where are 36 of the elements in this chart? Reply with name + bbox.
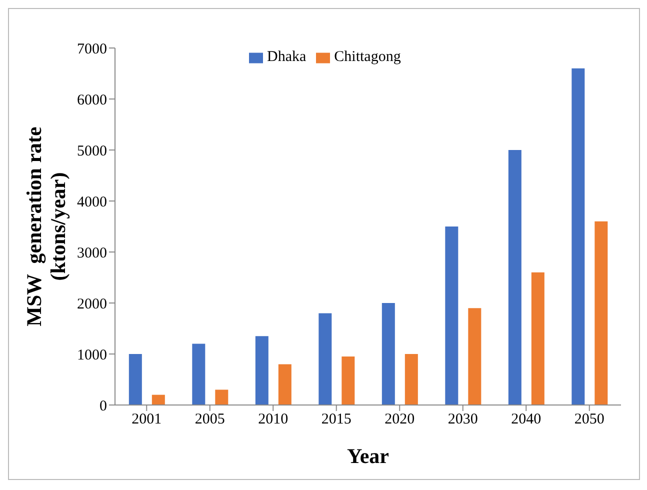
x-tick-label: 2050 (574, 412, 604, 428)
y-axis-title: MSW generation rate (ktons/year) (22, 126, 70, 326)
bar (192, 344, 206, 405)
y-tick-label: 1000 (77, 347, 107, 364)
y-tick-label: 0 (100, 398, 107, 414)
y-tick-label: 6000 (77, 92, 107, 108)
bar (531, 272, 544, 405)
y-tick-label: 5000 (77, 143, 107, 160)
x-tick-label: 2030 (448, 412, 478, 428)
bar (342, 356, 355, 405)
bar (382, 303, 395, 405)
x-tick-label: 2015 (321, 412, 352, 428)
x-tick-label: 2001 (132, 412, 162, 428)
bar (128, 354, 142, 405)
y-tick-label: 2000 (77, 296, 107, 312)
bar (404, 354, 418, 405)
bar (318, 313, 332, 405)
bar (594, 221, 608, 405)
x-tick-label: 2040 (511, 412, 542, 428)
bar (468, 308, 482, 405)
bar (215, 390, 228, 405)
bar (572, 68, 585, 405)
legend-label: Dhaka (267, 49, 306, 65)
bar (255, 336, 268, 405)
bar (152, 394, 165, 405)
legend-label: Chittagong (334, 49, 401, 65)
x-tick-label: 2020 (384, 412, 415, 428)
bar (278, 364, 292, 405)
bar (508, 150, 522, 405)
x-tick-label: 2005 (194, 412, 225, 428)
y-tick-label: 7000 (77, 41, 107, 58)
y-tick-label: 4000 (77, 194, 107, 210)
x-axis-title: Year (347, 444, 389, 468)
bar (445, 226, 458, 405)
x-tick-label: 2010 (258, 412, 288, 428)
y-tick-label: 3000 (77, 245, 107, 262)
